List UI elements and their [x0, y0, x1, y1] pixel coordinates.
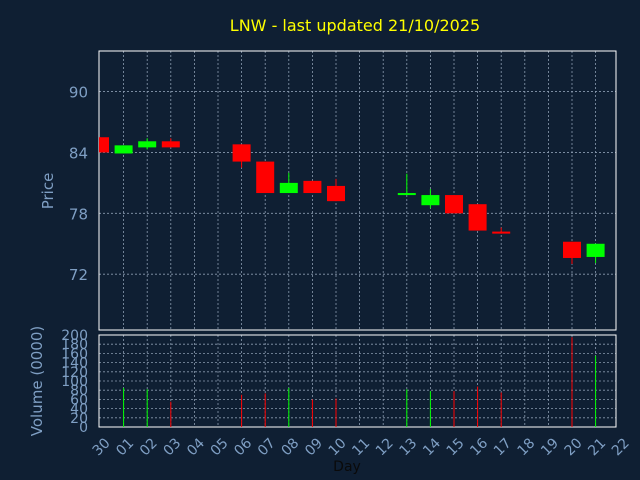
- price-panel: 72 78 84 90 Price: [39, 50, 617, 331]
- candle-body: [327, 185, 345, 202]
- price-axis-label: Price: [39, 173, 57, 210]
- candle-body: [279, 182, 298, 194]
- candles: [99, 137, 605, 265]
- price-tick-label: 90: [69, 84, 88, 102]
- volume-bars: [123, 337, 597, 427]
- volume-tick-label: 180: [61, 337, 88, 353]
- price-tick-label: 72: [69, 266, 88, 284]
- volume-tick-label: 80: [70, 383, 88, 399]
- volume-plot-frame: [98, 334, 617, 428]
- volume-tick-label: 120: [61, 365, 88, 381]
- volume-tick-label: 160: [61, 346, 88, 362]
- candle-body: [421, 195, 440, 206]
- price-tick-label: 78: [69, 205, 88, 223]
- candle-body: [303, 180, 322, 194]
- volume-tick-label: 100: [61, 374, 88, 390]
- candle-body: [586, 243, 605, 257]
- price-plot-frame: [98, 50, 617, 331]
- candle-body: [256, 161, 275, 194]
- volume-tick-label: 200: [61, 328, 88, 344]
- x-axis-label: Day: [333, 459, 361, 475]
- volume-tick-label: 40: [70, 402, 88, 418]
- candle-body: [445, 195, 463, 214]
- candle-body: [114, 145, 133, 154]
- volume-tick-label: 0: [79, 420, 88, 436]
- candle-body: [468, 204, 487, 231]
- price-tick-labels: 72 78 84 90: [69, 84, 88, 285]
- candle-body: [99, 137, 109, 153]
- candle-body: [232, 144, 251, 162]
- volume-tick-label: 60: [70, 392, 88, 408]
- volume-axis-label: Volume (0000): [28, 326, 46, 436]
- chart-title: LNW - last updated 21/10/2025: [230, 16, 480, 35]
- candle-body: [161, 141, 180, 148]
- price-grid: [99, 51, 616, 330]
- candle-body: [492, 231, 511, 234]
- candle-body: [563, 241, 581, 258]
- candle-body: [138, 141, 157, 148]
- candle-body: [397, 193, 416, 196]
- price-tick-label: 84: [69, 144, 88, 162]
- volume-tick-label: 20: [70, 411, 88, 427]
- volume-tick-label: 140: [61, 356, 88, 372]
- day-tick-labels: 30 01 02 03 04 05 06 07 08 09 10 11 12 13 14 15 16 17 18 19…: [90, 435, 633, 459]
